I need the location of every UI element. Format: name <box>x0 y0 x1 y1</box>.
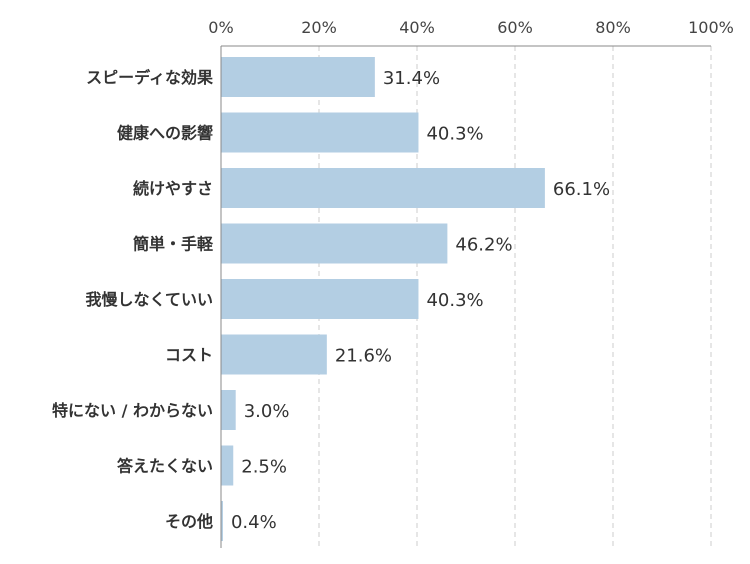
bar <box>221 390 236 430</box>
x-tick-label: 80% <box>595 18 631 37</box>
category-label: 健康への影響 <box>117 124 213 143</box>
bar <box>221 279 419 319</box>
category-label: その他 <box>165 512 213 531</box>
bar <box>221 112 419 153</box>
x-tick-label: 40% <box>399 18 435 37</box>
data-label: 2.5% <box>241 457 287 478</box>
x-tick-label: 60% <box>497 18 533 37</box>
bars-layer <box>221 57 545 541</box>
category-label: スピーディな効果 <box>86 68 213 87</box>
data-label: 66.1% <box>553 179 610 200</box>
bar <box>221 223 448 264</box>
bar <box>221 334 327 375</box>
category-label: 我慢しなくていい <box>85 290 213 309</box>
bar <box>221 445 234 486</box>
bar <box>221 168 545 208</box>
axis-layer <box>220 45 711 548</box>
data-label: 21.6% <box>335 346 392 367</box>
data-label: 46.2% <box>455 235 512 256</box>
data-label: 40.3% <box>426 124 483 145</box>
category-label: 答えたくない <box>117 457 213 476</box>
category-label: 特にない / わからない <box>52 401 213 420</box>
category-label: 続けやすさ <box>133 179 213 198</box>
data-label: 40.3% <box>426 290 483 311</box>
data-label: 3.0% <box>244 401 290 422</box>
bar <box>221 57 375 97</box>
labels-layer: 0% 20% 40% 60% 80% 100% スピーディな効果 31.4% 健康への影響 40.… <box>52 18 734 533</box>
data-label: 0.4% <box>231 512 277 533</box>
bar <box>221 501 223 541</box>
x-tick-label: 0% <box>208 18 233 37</box>
x-tick-label: 20% <box>301 18 337 37</box>
category-label: 簡単・手軽 <box>132 235 214 254</box>
x-tick-label: 100% <box>688 18 734 37</box>
category-label: コスト <box>165 346 213 365</box>
data-label: 31.4% <box>383 68 440 89</box>
